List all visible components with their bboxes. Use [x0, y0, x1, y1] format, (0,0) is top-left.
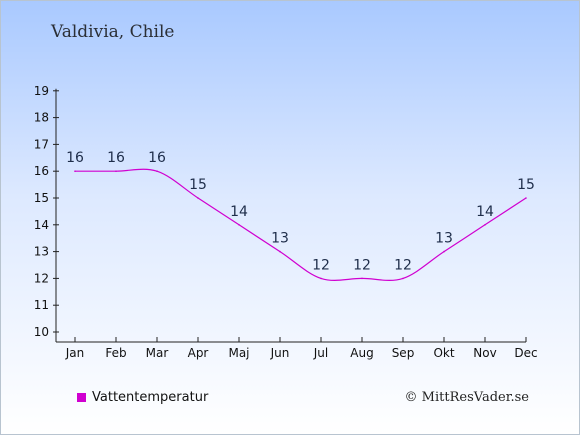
y-tick-label: 14 [34, 218, 49, 232]
data-label: 13 [435, 231, 453, 247]
data-label: 16 [107, 150, 125, 166]
data-point [361, 277, 363, 280]
data-label: 13 [271, 231, 289, 247]
x-tick-label: Okt [433, 346, 454, 360]
y-tick-label: 17 [34, 137, 49, 151]
x-tick-label: Dec [514, 346, 537, 360]
y-tick-label: 12 [34, 271, 49, 285]
x-tick-label: Apr [188, 346, 209, 360]
x-tick-label: Jan [65, 346, 85, 360]
data-label: 16 [148, 150, 166, 166]
data-point [484, 224, 486, 226]
series-line [75, 168, 527, 281]
y-tick-label: 19 [34, 84, 49, 98]
x-tick-label: Feb [105, 346, 126, 360]
x-tick-label: Sep [392, 346, 415, 360]
data-label: 12 [312, 257, 330, 273]
data-point [443, 250, 445, 253]
data-label: 15 [189, 177, 207, 193]
data-point [525, 197, 527, 199]
data-point [320, 277, 322, 280]
y-tick-label: 10 [34, 325, 49, 339]
data-point [279, 250, 281, 253]
y-tick-label: 18 [34, 111, 49, 125]
data-label: 16 [66, 150, 84, 166]
y-tick-label: 15 [34, 191, 49, 205]
y-tick-label: 16 [34, 164, 49, 178]
legend: Vattentemperatur [77, 390, 208, 405]
credit-text: © MittResVader.se [404, 390, 529, 405]
x-tick-label: Jul [313, 346, 328, 360]
data-point [238, 224, 240, 226]
data-point [74, 170, 76, 172]
data-point [156, 170, 158, 172]
data-point [197, 197, 199, 199]
y-tick-label: 13 [34, 245, 49, 259]
x-tick-label: Aug [350, 346, 373, 360]
x-tick-label: Mar [146, 346, 169, 360]
y-tick-label: 11 [34, 298, 49, 312]
chart-title: Valdivia, Chile [51, 22, 175, 42]
x-tick-label: Nov [473, 346, 496, 360]
data-label: 14 [476, 204, 494, 220]
data-label: 14 [230, 204, 248, 220]
data-label: 15 [517, 177, 535, 193]
x-tick-label: Maj [228, 346, 249, 360]
x-tick-label: Jun [270, 346, 290, 360]
data-label: 12 [394, 257, 412, 273]
data-point [115, 170, 117, 172]
legend-label: Vattentemperatur [92, 390, 209, 405]
data-label: 12 [353, 257, 371, 273]
data-point [402, 277, 404, 280]
legend-swatch [77, 393, 86, 402]
